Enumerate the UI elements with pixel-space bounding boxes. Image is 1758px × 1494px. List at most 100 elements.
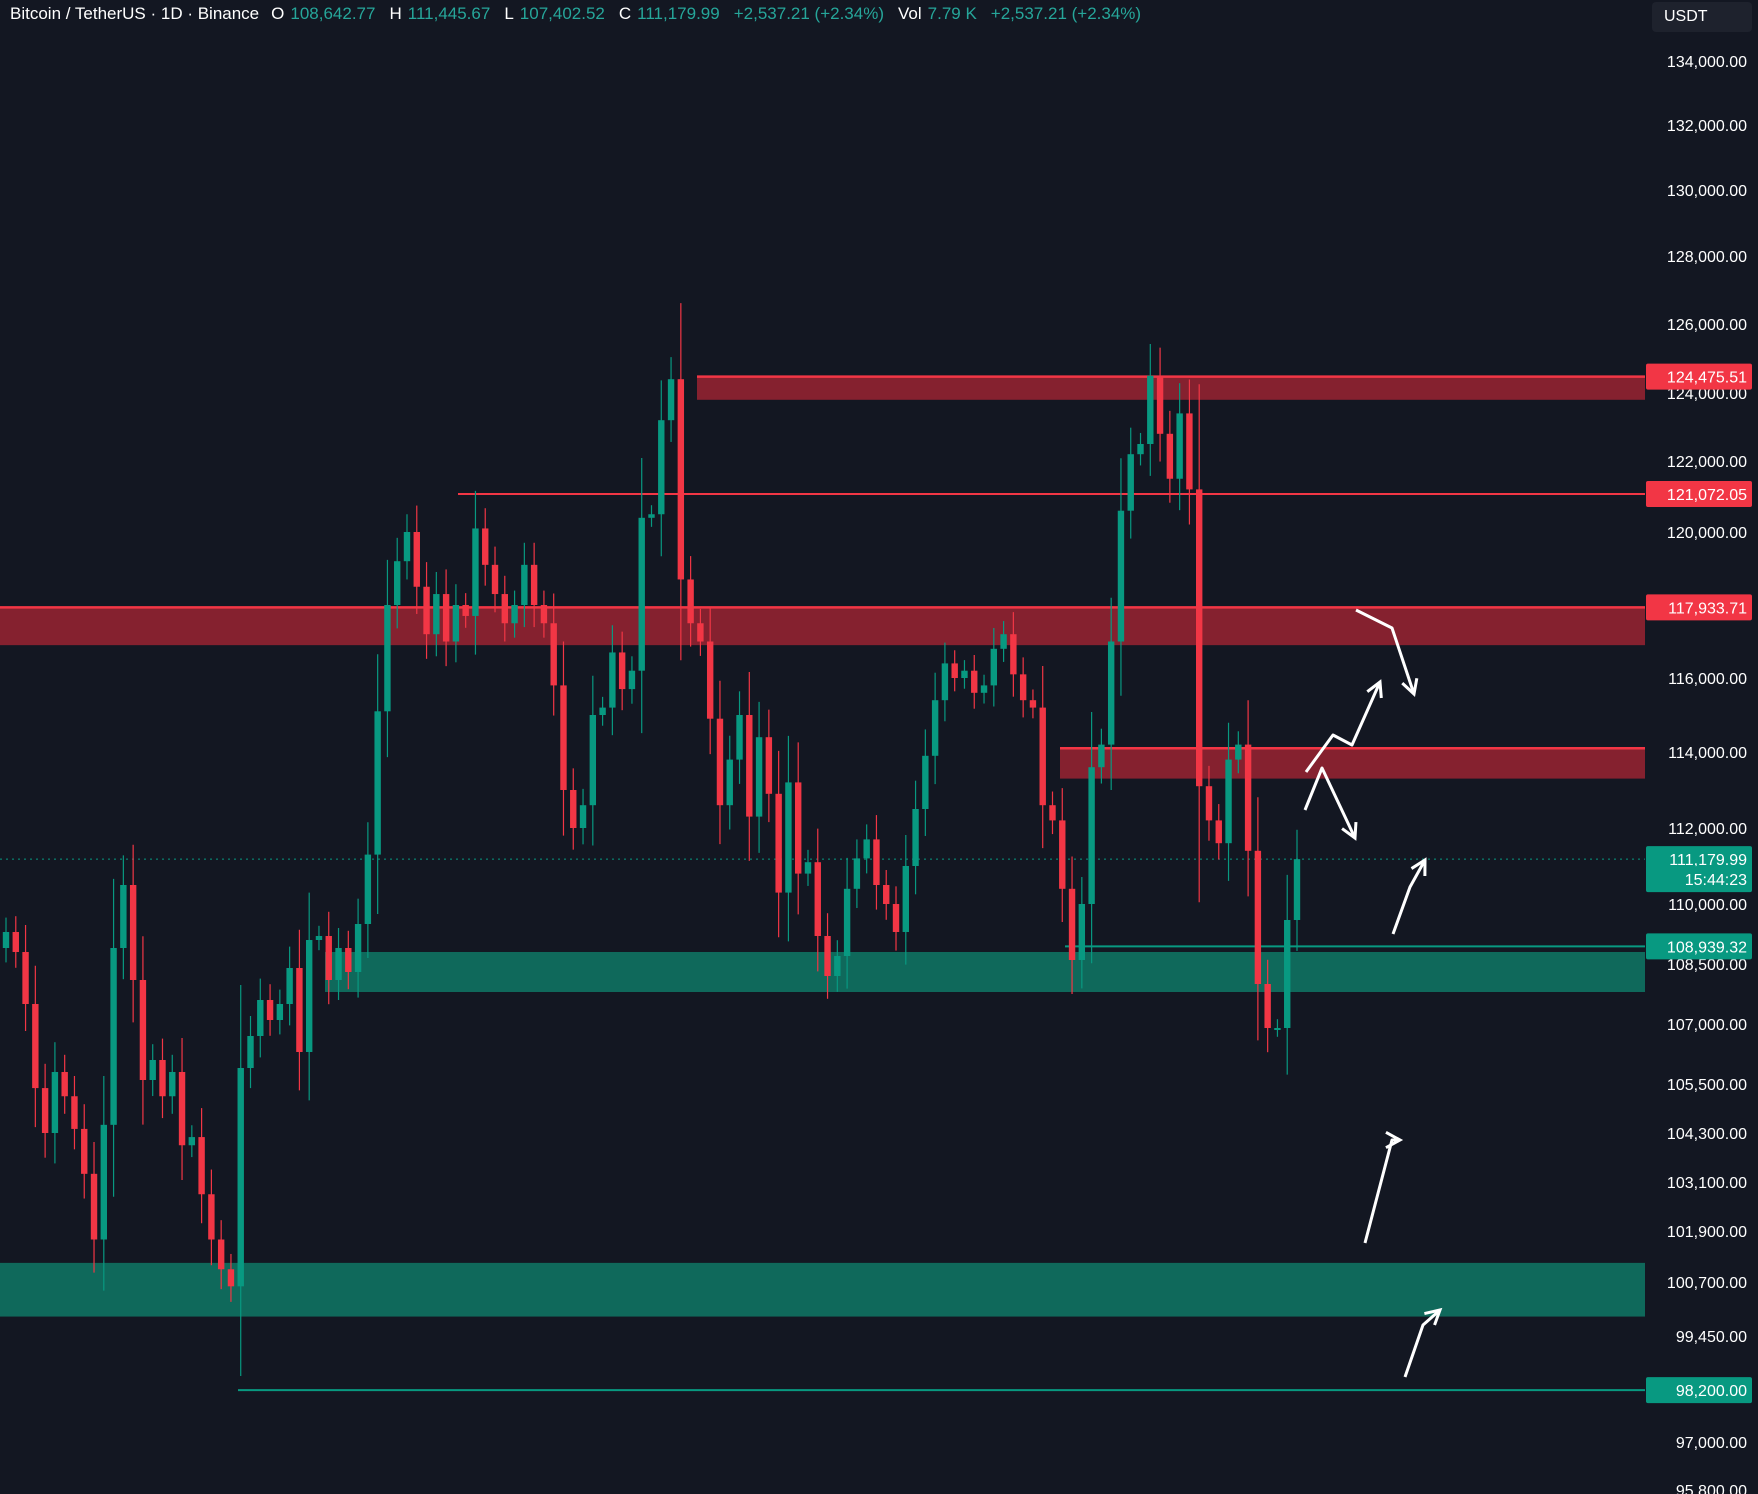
- candle-body: [442, 594, 450, 642]
- candle-body: [1098, 744, 1105, 768]
- candle-body: [638, 517, 645, 671]
- candle-body: [667, 379, 675, 421]
- arrow-head: [1385, 1131, 1404, 1149]
- candle-body: [1107, 641, 1115, 745]
- symbol-title[interactable]: Bitcoin / TetherUS · 1D · Binance: [10, 4, 260, 23]
- candle-body: [863, 839, 870, 859]
- price-label-bg: [1646, 933, 1752, 960]
- candle-body: [1059, 820, 1066, 889]
- candle-body: [71, 1096, 78, 1129]
- scenario-arrow: [1363, 1138, 1400, 1244]
- candle-body: [364, 854, 372, 924]
- candle-body: [335, 948, 342, 980]
- price-label: 111,179.99: [1669, 852, 1747, 869]
- candle-body: [570, 790, 577, 828]
- arrow-head: [1341, 821, 1358, 841]
- arrow-head: [1424, 1307, 1443, 1326]
- candle-body: [51, 1072, 59, 1133]
- resistance-zone: [697, 376, 1645, 400]
- candle-body: [403, 532, 411, 562]
- candle-body: [980, 685, 988, 693]
- candle-body: [579, 805, 587, 828]
- low-label: L: [504, 4, 514, 23]
- candle-body: [1225, 759, 1232, 844]
- candle-body: [1254, 850, 1262, 984]
- axis-tick-label: 130,000.00: [1667, 183, 1747, 200]
- candle-body: [873, 839, 880, 885]
- candle-body: [804, 862, 812, 874]
- volume-change: +2,537.21 (+2.34%): [990, 4, 1142, 23]
- candle-body: [100, 1124, 108, 1240]
- candle-body: [1264, 984, 1271, 1028]
- candle-body: [12, 932, 19, 952]
- candle-body: [1176, 413, 1183, 479]
- open-label: O: [271, 4, 285, 23]
- candle-body: [452, 605, 460, 642]
- price-label: 121,072.05: [1667, 487, 1747, 504]
- support-zone: [0, 1262, 1645, 1317]
- currency-button[interactable]: USDT: [1652, 2, 1752, 32]
- close-label: C: [618, 4, 632, 23]
- candle-body: [530, 564, 538, 605]
- candle-body: [345, 948, 352, 972]
- candle-body: [482, 528, 489, 565]
- candle-body: [1049, 805, 1056, 821]
- candle-body: [139, 980, 147, 1080]
- candle-body: [589, 715, 597, 806]
- price-label-bg: [1646, 846, 1752, 873]
- price-label: 15:44:23: [1685, 872, 1747, 889]
- candle-body: [912, 809, 919, 866]
- candle-body: [286, 968, 293, 1004]
- candle-body: [824, 936, 831, 976]
- candle-body: [32, 1004, 39, 1089]
- arrow-head: [1366, 679, 1383, 699]
- axis-tick-label: 108,500.00: [1667, 957, 1747, 974]
- candle-body: [129, 885, 137, 980]
- candle-body: [814, 862, 821, 936]
- candle-body: [961, 670, 968, 678]
- axis-tick-label: 116,000.00: [1668, 671, 1747, 688]
- candle-body: [843, 888, 851, 956]
- candle-body: [384, 605, 391, 712]
- price-axis: 134,000.00 132,000.00 130,000.00 128,000.00…: [1667, 54, 1747, 1494]
- zones-layer: [0, 375, 1645, 1392]
- candle-body: [159, 1060, 166, 1097]
- candle-body: [550, 623, 557, 686]
- candle-body: [90, 1173, 98, 1240]
- support-zone: [325, 952, 1645, 992]
- candle-body: [697, 623, 704, 642]
- candle-body: [61, 1072, 68, 1097]
- candle-body: [511, 605, 518, 624]
- candle-body: [1205, 786, 1213, 821]
- scenario-arrow: [1403, 1308, 1441, 1378]
- candle-body: [775, 793, 782, 893]
- candle-body: [834, 956, 841, 976]
- candle-body: [433, 594, 440, 635]
- candle-body: [1215, 820, 1222, 844]
- close-value: 111,179.99: [637, 4, 720, 23]
- axis-tick-label: 95,800.00: [1676, 1483, 1747, 1494]
- axis-tick-label: 112,000.00: [1668, 821, 1747, 838]
- candle-body: [902, 866, 909, 932]
- candle-body: [22, 952, 29, 1004]
- axis-tick-label: 104,300.00: [1667, 1126, 1747, 1143]
- candle-body: [716, 718, 724, 806]
- candle-body: [853, 858, 861, 889]
- price-label: 124,475.51: [1667, 370, 1747, 387]
- candle-body: [765, 737, 773, 794]
- candle-body: [1000, 634, 1007, 649]
- candle-body: [2, 932, 10, 948]
- candle-body: [736, 715, 743, 760]
- candle-body: [41, 1088, 49, 1133]
- candle-body: [971, 670, 978, 693]
- candle-body: [1019, 674, 1027, 701]
- candle-body: [931, 700, 939, 756]
- arrows-layer: [1303, 608, 1443, 1378]
- low-value: 107,402.52: [519, 4, 605, 23]
- price-labels-layer: 124,475.51 121,072.05 117,933.71 111,179.99…: [1646, 363, 1752, 1404]
- candle-body: [706, 641, 714, 719]
- candle-body: [1029, 700, 1037, 708]
- price-label-bg: [1646, 594, 1752, 621]
- candle-body: [208, 1194, 215, 1240]
